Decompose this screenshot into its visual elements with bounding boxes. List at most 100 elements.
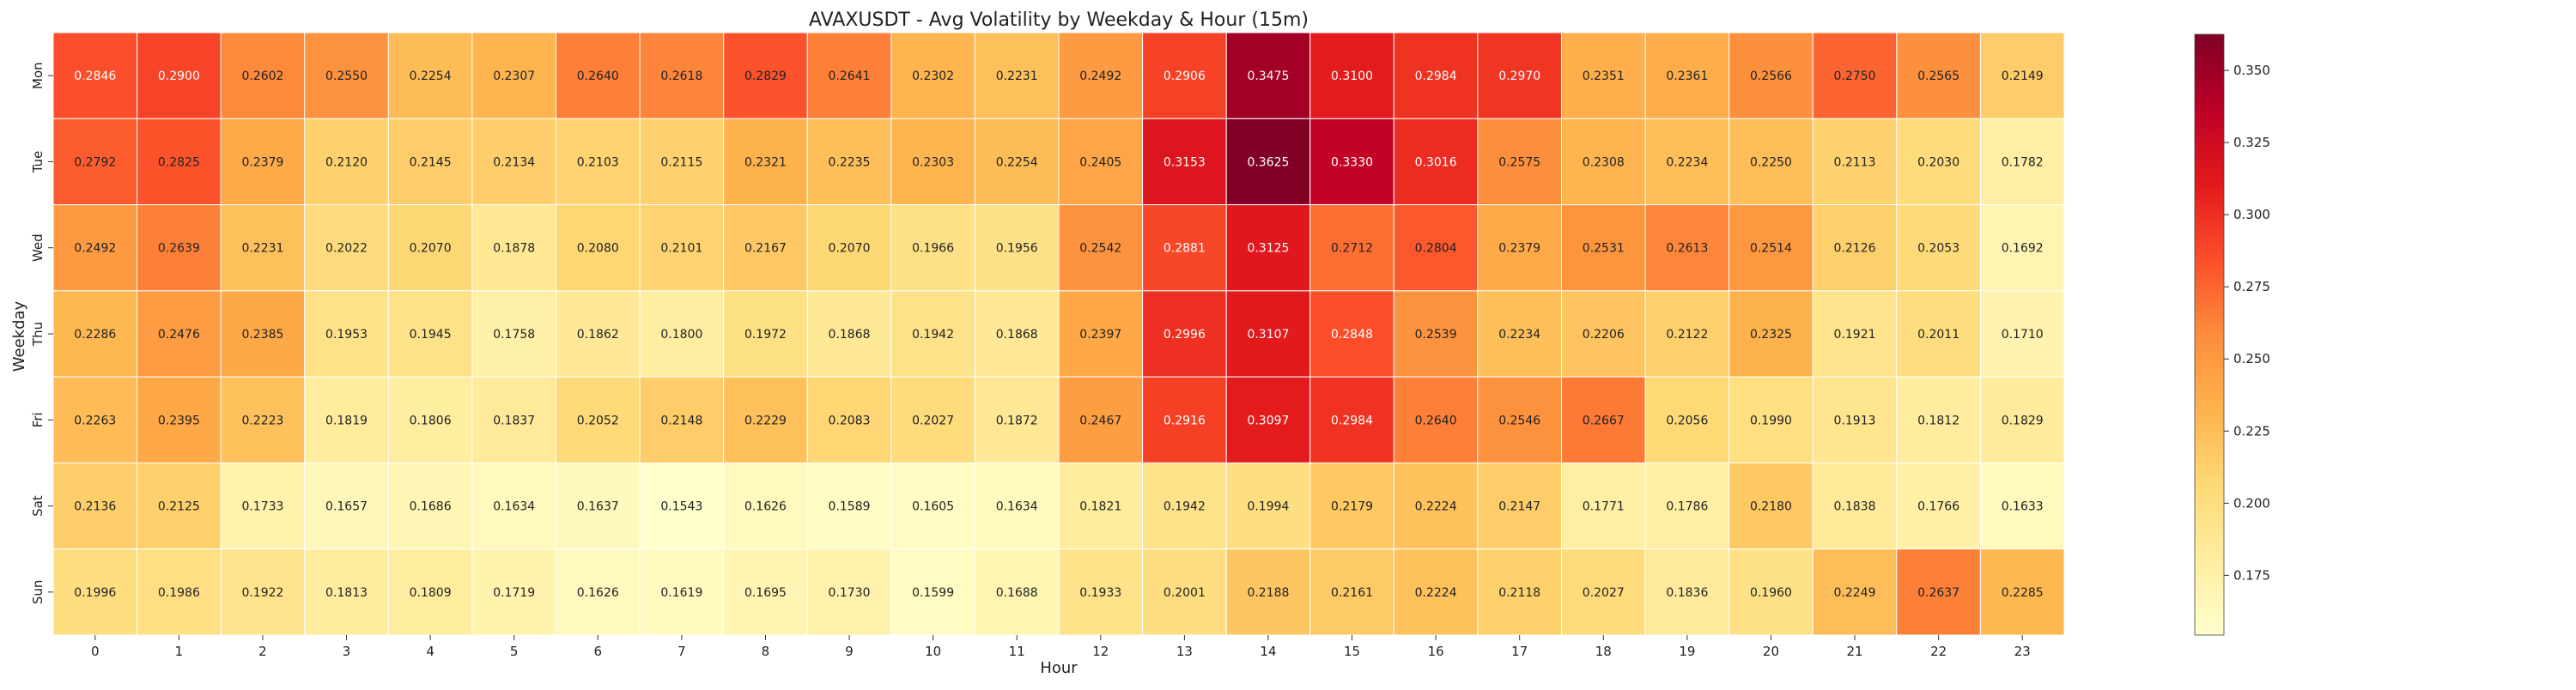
cell-value-label: 0.2542 [1079,242,1121,256]
cell-value-label: 0.1972 [744,328,787,342]
cell-value-label: 0.2115 [660,155,702,169]
cell-value-label: 0.3107 [1247,328,1289,342]
cell-value-label: 0.1771 [1583,500,1625,514]
cell-value-label: 0.2351 [1583,70,1625,83]
cell-value-label: 0.1994 [1247,500,1289,514]
heatmap-cell [1896,376,1981,463]
heatmap-cell [471,376,557,463]
cell-value-label: 0.2254 [410,70,452,83]
cell-value-label: 0.1821 [1079,500,1121,514]
cell-value-label: 0.1806 [410,414,452,427]
cell-value-label: 0.3153 [1163,155,1206,169]
cell-value-label: 0.2011 [1917,328,1959,342]
cell-value-label: 0.2027 [912,414,954,427]
cell-value-label: 0.1657 [325,500,368,514]
cell-value-label: 0.2602 [241,70,283,83]
heatmap-cell [220,32,306,119]
cell-value-label: 0.1719 [493,586,535,600]
colorbar-tick-label: 0.275 [2233,279,2270,294]
cell-value-label: 0.2395 [158,414,200,427]
heatmap-cell [304,32,389,119]
heatmap-cell [974,118,1060,206]
x-tick-label: 1 [175,644,184,659]
cell-value-label: 0.1633 [2002,500,2044,514]
heatmap-cell [1644,204,1730,292]
heatmap-cell [137,548,222,636]
y-tick-label: Thu [30,322,46,347]
x-tick-label: 0 [91,644,100,659]
y-tick-label: Tue [30,151,46,174]
cell-value-label: 0.2235 [829,155,871,169]
x-tick-label: 16 [1428,644,1444,659]
heatmap-cell [806,290,892,378]
heatmap-cell [639,376,725,463]
heatmap-cell [1812,32,1898,119]
cell-value-label: 0.1953 [325,328,368,342]
cell-value-label: 0.1809 [410,586,452,600]
heatmap-cell [1728,462,1814,550]
cell-value-label: 0.2640 [1415,414,1457,427]
cell-value-label: 0.2263 [74,414,116,427]
cell-value-label: 0.2361 [1666,70,1708,83]
heatmap-cell [1309,548,1394,636]
x-tick-label: 19 [1679,644,1695,659]
heatmap-cell [1644,32,1730,119]
heatmap-cell [304,118,389,206]
cell-value-label: 0.2149 [2002,70,2044,83]
heatmap-cell [1393,376,1479,463]
cell-value-label: 0.2052 [577,414,619,427]
x-tick-label: 23 [2014,644,2031,659]
heatmap-cell [387,204,473,292]
heatmap-cell [471,462,557,550]
colorbar [2194,33,2225,636]
cell-value-label: 0.2546 [1498,414,1540,427]
cell-value-label: 0.2148 [660,414,702,427]
cell-value-label: 0.2070 [829,242,871,256]
cell-value-label: 0.2234 [1666,155,1708,169]
heatmap-cell [1058,118,1144,206]
cell-value-label: 0.2321 [744,155,787,169]
y-tick-label: Mon [30,62,46,89]
heatmap-cell [1812,462,1898,550]
heatmap-cell [1477,376,1562,463]
x-tick-label: 21 [1846,644,1862,659]
cell-value-label: 0.1996 [74,586,116,600]
x-tick-label: 6 [594,644,603,659]
cell-value-label: 0.2848 [1331,328,1373,342]
colorbar-tick-label: 0.175 [2233,567,2270,583]
heatmap-cell [387,290,473,378]
cell-value-label: 0.3100 [1331,70,1373,83]
cell-value-label: 0.2618 [660,70,702,83]
heatmap-cell [137,32,222,119]
heatmap-cell [1896,118,1981,206]
cell-value-label: 0.2514 [1750,242,1792,256]
x-tick-label: 9 [845,644,854,659]
heatmap-cell [1979,548,2065,636]
cell-value-label: 0.3625 [1247,155,1289,169]
x-tick-label: 7 [677,644,686,659]
cell-value-label: 0.2070 [410,242,452,256]
heatmap-cell [304,548,389,636]
cell-value-label: 0.1813 [325,586,368,600]
heatmap-cell [52,32,138,119]
heatmap-cell [220,462,306,550]
cell-value-label: 0.2641 [829,70,871,83]
cell-value-label: 0.2970 [1498,70,1540,83]
cell-value-label: 0.1960 [1750,586,1792,600]
heatmap-cell [1142,548,1227,636]
cell-value-label: 0.2829 [744,70,787,83]
heatmap-cell [806,548,892,636]
cell-value-label: 0.2531 [1583,242,1625,256]
heatmap-cell [974,32,1060,119]
heatmap-cell [1812,548,1898,636]
heatmap-cell [1561,376,1646,463]
cell-value-label: 0.1786 [1666,500,1708,514]
heatmap-cell [1477,548,1562,636]
cell-value-label: 0.2285 [2002,586,2044,600]
heatmap-cell [1896,32,1981,119]
heatmap-cell [1058,548,1144,636]
cell-value-label: 0.2113 [1834,155,1876,169]
heatmap-cell [1728,32,1814,119]
heatmap-cell [52,290,138,378]
heatmap-cell [471,32,557,119]
